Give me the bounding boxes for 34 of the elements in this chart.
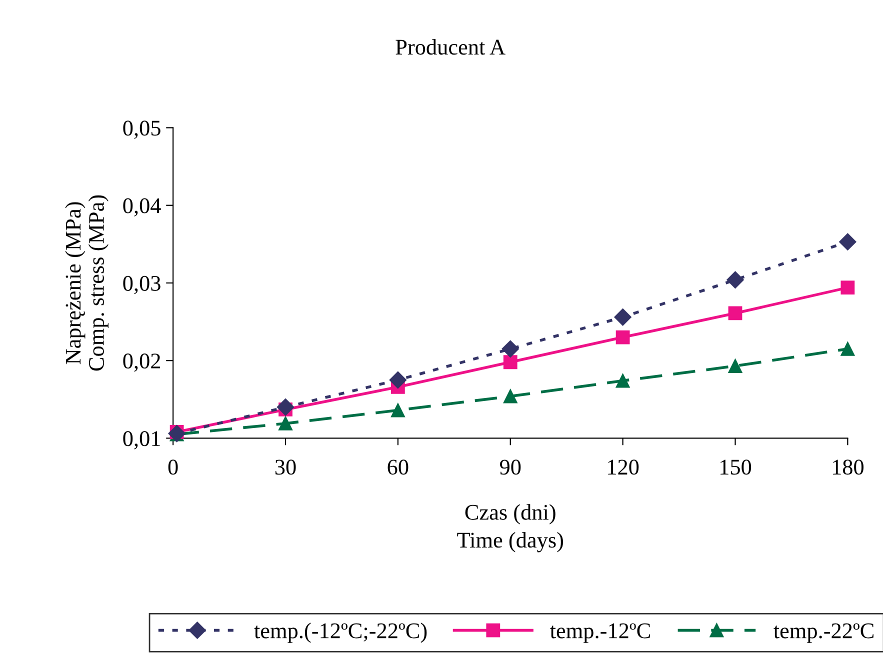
- point: [278, 416, 292, 430]
- chart-title: Producent A: [396, 39, 506, 55]
- point: [389, 371, 406, 389]
- y-tick-label: 0,04: [123, 198, 161, 216]
- x-tick-label: 180: [832, 460, 864, 475]
- point: [502, 340, 519, 358]
- point: [616, 330, 630, 344]
- y-tick-label: 0,05: [123, 120, 160, 139]
- point: [503, 389, 518, 404]
- x-tick-label: 30: [275, 460, 296, 475]
- y-tick-label: 0,02: [123, 354, 160, 372]
- x-tick-label: 150: [720, 460, 752, 475]
- y-tick-label: 0,01: [123, 431, 160, 450]
- x-tick-label: 90: [500, 460, 521, 475]
- point: [728, 306, 742, 320]
- x-tick-label: 60: [388, 460, 408, 475]
- point: [726, 271, 744, 288]
- y-tick-label: 0,03: [123, 276, 160, 294]
- point: [614, 308, 632, 326]
- point: [840, 342, 855, 356]
- x-axis-title: Czas (dni) Time (days): [457, 504, 563, 552]
- point: [728, 359, 742, 373]
- x-tick-label: 120: [608, 460, 639, 475]
- point: [503, 355, 518, 370]
- y-axis-title: Naprężenie (MPa) Comp. stress (MPa): [65, 195, 108, 371]
- point: [616, 374, 630, 388]
- point: [276, 398, 294, 416]
- x-tick-label: 0: [168, 460, 178, 475]
- point: [840, 280, 855, 295]
- legend-label: temp.(-12ºC;-22ºC): [254, 622, 427, 643]
- legend-label: temp.-12ºC: [550, 623, 650, 643]
- point: [390, 403, 405, 418]
- point: [839, 233, 856, 250]
- legend-label: temp.-22ºC: [774, 623, 874, 643]
